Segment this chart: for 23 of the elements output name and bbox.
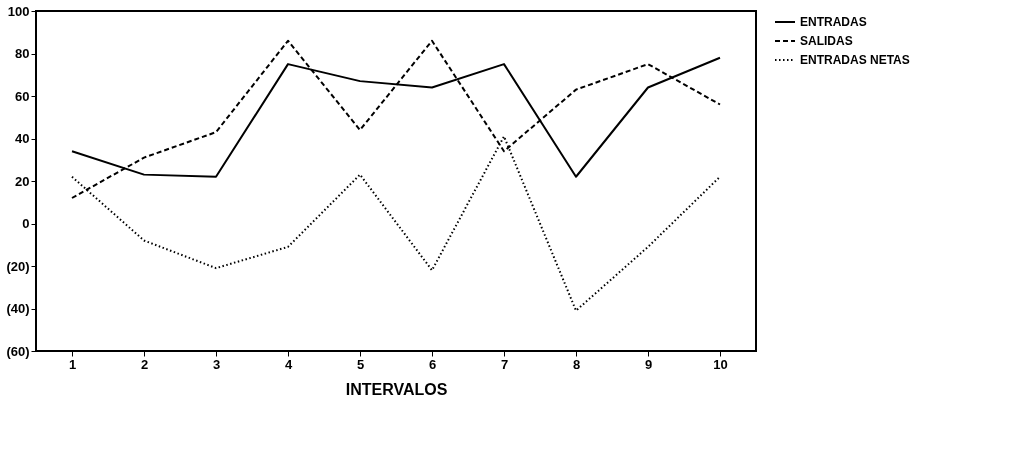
y-tick-label: 60 <box>15 88 30 104</box>
y-tick-label: (20) <box>6 258 30 274</box>
x-tick-label: 5 <box>356 356 365 372</box>
x-tick-label: 2 <box>140 356 149 372</box>
y-tick-label: (40) <box>6 301 30 316</box>
x-tick-label: 7 <box>500 356 509 372</box>
y-tick-label: 20 <box>15 173 30 189</box>
x-tick-label: 9 <box>644 356 653 372</box>
y-tick-label: (60) <box>6 343 30 359</box>
x-axis-title: INTERVALOS <box>345 380 448 398</box>
y-tick-label: 40 <box>15 131 30 146</box>
legend-label: SALIDAS <box>800 34 853 48</box>
x-tick-label: 8 <box>572 356 581 372</box>
x-tick-label: 6 <box>428 356 437 372</box>
legend-label: ENTRADAS <box>800 15 867 29</box>
x-tick-label: 1 <box>68 356 77 372</box>
legend-label: ENTRADAS NETAS <box>800 53 910 67</box>
y-tick-label: 100 <box>7 3 30 19</box>
y-tick-label: 80 <box>15 46 30 61</box>
x-tick-label: 10 <box>713 356 728 372</box>
y-tick-label: 0 <box>22 216 30 231</box>
x-tick-label: 4 <box>284 356 293 372</box>
x-tick-label: 3 <box>212 356 221 372</box>
